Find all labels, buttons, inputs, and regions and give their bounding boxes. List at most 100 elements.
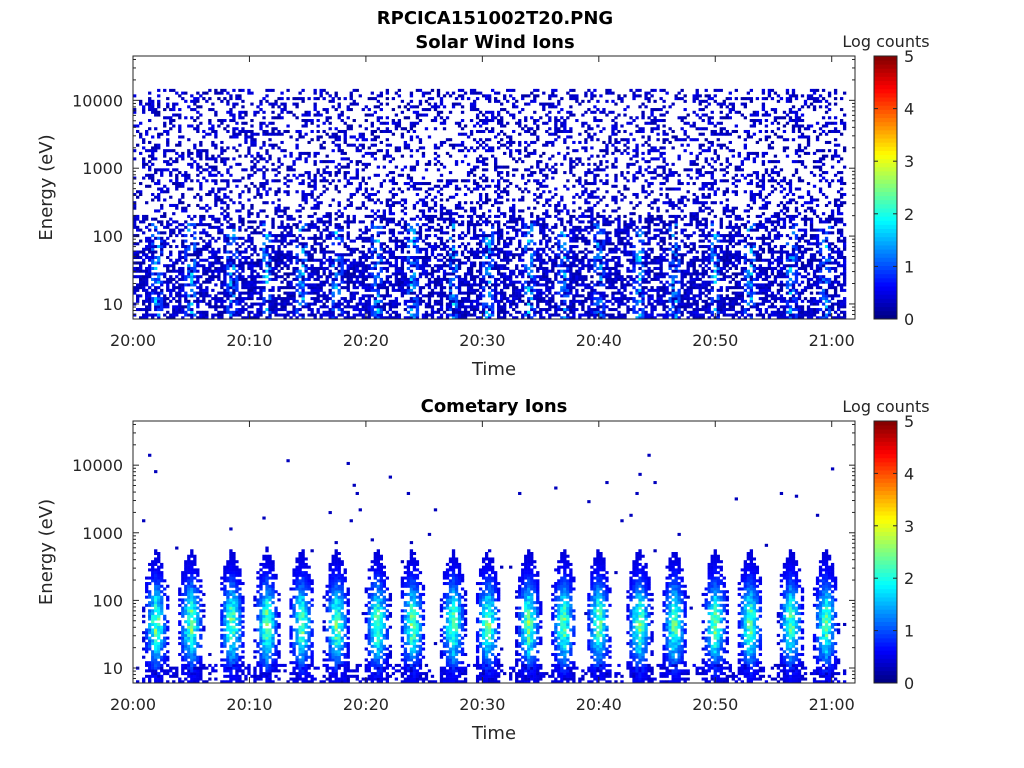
spectrogram-cell: [340, 297, 344, 301]
spectrogram-cell: [355, 168, 359, 172]
spectrogram-cell: [466, 173, 471, 177]
spectrogram-cell: [481, 264, 486, 268]
spectrogram-cell: [364, 294, 368, 298]
spectrogram-cell: [247, 149, 251, 153]
spectrogram-cell: [490, 288, 495, 292]
spectrogram-cell: [247, 275, 251, 279]
spectrogram-cell: [280, 239, 284, 243]
spectrogram-cell: [421, 294, 426, 298]
spectrogram-cell: [286, 184, 290, 188]
spectrogram-cell: [512, 286, 516, 290]
spectrogram-cell: [361, 179, 365, 183]
spectrogram-cell: [235, 242, 239, 246]
spectrogram-cell: [220, 187, 224, 191]
spectrogram-cell: [226, 258, 230, 262]
spectrogram-cell: [142, 146, 146, 150]
spectrogram-cell: [521, 247, 525, 251]
spectrogram-cell: [406, 245, 411, 249]
spectrogram-cell: [557, 203, 561, 207]
spectrogram-cell: [142, 140, 146, 144]
spectrogram-cell: [187, 313, 191, 317]
spectrogram-cell: [271, 266, 275, 270]
spectrogram-cell: [433, 146, 438, 150]
spectrogram-cell: [569, 310, 573, 314]
spectrogram-cell: [391, 187, 396, 191]
spectrogram-cell: [331, 140, 335, 144]
spectrogram-cell: [319, 286, 323, 290]
spectrogram-cell: [322, 305, 326, 309]
spectrogram-cell: [376, 308, 380, 312]
spectrogram-cell: [412, 297, 417, 301]
spectrogram-cell: [530, 297, 534, 301]
spectrogram-cell: [521, 173, 525, 177]
spectrogram-cell: [548, 277, 552, 281]
spectrogram-cell: [490, 253, 495, 257]
spectrogram-cell: [376, 255, 380, 260]
spectrogram-cell: [379, 299, 383, 303]
spectrogram-cell: [241, 242, 245, 246]
spectrogram-cell: [337, 234, 341, 238]
spectrogram-cell: [268, 132, 272, 136]
spectrogram-cell: [172, 297, 176, 301]
spectrogram-cell: [472, 305, 477, 309]
spectrogram-cell: [169, 313, 173, 317]
spectrogram-cell: [151, 250, 155, 254]
spectrogram-cell: [163, 121, 167, 125]
spectrogram-cell: [334, 138, 338, 142]
spectrogram-cell: [247, 176, 251, 180]
spectrogram-cell: [560, 223, 564, 227]
spectrogram-cell: [331, 316, 335, 320]
spectrogram-cell: [530, 127, 534, 131]
spectrogram-cell: [274, 116, 278, 120]
spectrogram-cell: [397, 105, 402, 109]
spectrogram-cell: [148, 127, 152, 131]
spectrogram-cell: [451, 179, 456, 183]
spectrogram-cell: [394, 239, 399, 243]
spectrogram-cell: [475, 234, 480, 238]
spectrogram-cell: [169, 171, 173, 175]
spectrogram-cell: [172, 313, 176, 317]
spectrogram-cell: [184, 313, 188, 317]
spectrogram-cell: [256, 225, 260, 229]
spectrogram-cell: [241, 269, 245, 273]
spectrogram-cell: [439, 258, 444, 262]
spectrogram-cell: [427, 305, 432, 309]
spectrogram-cell: [376, 305, 380, 309]
spectrogram-cell: [418, 209, 423, 213]
spectrogram-cell: [370, 91, 374, 95]
spectrogram-cell: [223, 187, 227, 191]
spectrogram-cell: [557, 110, 561, 114]
spectrogram-cell: [533, 94, 537, 98]
spectrogram-cell: [412, 280, 417, 284]
spectrogram-cell: [331, 286, 335, 290]
spectrogram-cell: [490, 234, 495, 238]
spectrogram-cell: [217, 198, 221, 202]
spectrogram-cell: [313, 313, 317, 317]
spectrogram-cell: [536, 280, 540, 284]
spectrogram-cell: [229, 119, 233, 123]
spectrogram-cell: [560, 245, 564, 249]
spectrogram-cell: [205, 313, 209, 317]
spectrogram-cell: [439, 97, 444, 101]
spectrogram-cell: [178, 266, 182, 270]
spectrogram-cell: [286, 283, 290, 287]
spectrogram-cell: [539, 266, 543, 270]
spectrogram-cell: [490, 294, 495, 298]
spectrogram-cell: [548, 140, 552, 144]
spectrogram-cell: [418, 250, 423, 254]
spectrogram-cell: [268, 305, 272, 309]
spectrogram-cell: [214, 195, 218, 199]
spectrogram-cell: [190, 242, 194, 246]
spectrogram-cell: [388, 261, 393, 265]
spectrogram-cell: [415, 239, 420, 243]
spectrogram-cell: [133, 225, 137, 229]
spectrogram-cell: [325, 310, 329, 314]
spectrogram-cell: [521, 209, 525, 213]
spectrogram-cell: [250, 275, 254, 279]
spectrogram-cell: [178, 288, 182, 292]
spectrogram-cell: [542, 168, 546, 172]
spectrogram-cell: [199, 195, 203, 199]
spectrogram-cell: [205, 179, 209, 183]
spectrogram-cell: [337, 138, 341, 142]
spectrogram-cell: [322, 184, 326, 188]
